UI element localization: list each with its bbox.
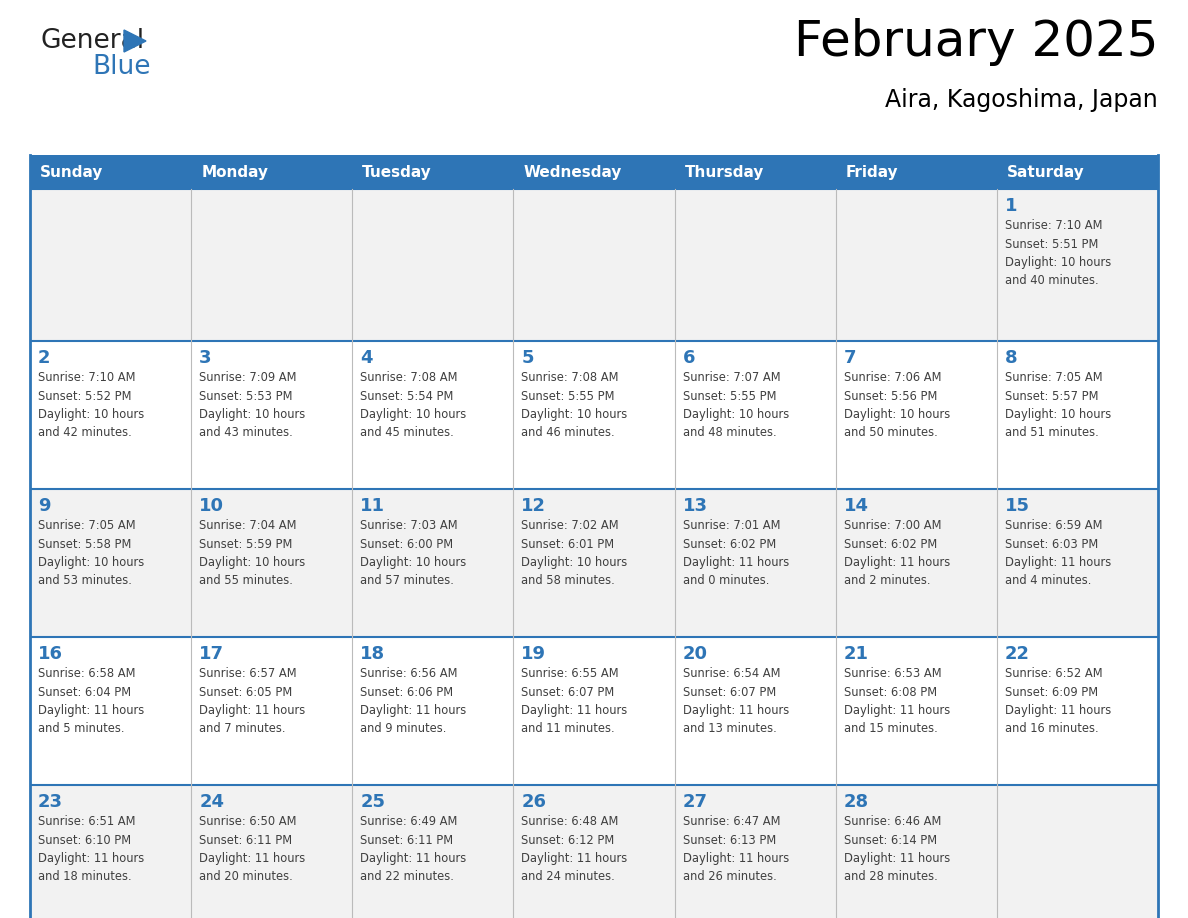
Text: 9: 9 xyxy=(38,497,51,515)
Text: Sunrise: 7:02 AM
Sunset: 6:01 PM
Daylight: 10 hours
and 58 minutes.: Sunrise: 7:02 AM Sunset: 6:01 PM Dayligh… xyxy=(522,519,627,588)
Text: 26: 26 xyxy=(522,793,546,811)
Text: Saturday: Saturday xyxy=(1007,164,1085,180)
Text: Sunrise: 6:47 AM
Sunset: 6:13 PM
Daylight: 11 hours
and 26 minutes.: Sunrise: 6:47 AM Sunset: 6:13 PM Dayligh… xyxy=(683,815,789,883)
Text: 25: 25 xyxy=(360,793,385,811)
Text: Sunrise: 6:50 AM
Sunset: 6:11 PM
Daylight: 11 hours
and 20 minutes.: Sunrise: 6:50 AM Sunset: 6:11 PM Dayligh… xyxy=(200,815,305,883)
Text: 27: 27 xyxy=(683,793,708,811)
Text: 2: 2 xyxy=(38,349,51,367)
Text: Tuesday: Tuesday xyxy=(362,164,432,180)
Text: Wednesday: Wednesday xyxy=(524,164,621,180)
Text: 15: 15 xyxy=(1005,497,1030,515)
Text: 8: 8 xyxy=(1005,349,1017,367)
Text: Sunrise: 7:05 AM
Sunset: 5:58 PM
Daylight: 10 hours
and 53 minutes.: Sunrise: 7:05 AM Sunset: 5:58 PM Dayligh… xyxy=(38,519,144,588)
Text: Sunday: Sunday xyxy=(40,164,103,180)
Text: Aira, Kagoshima, Japan: Aira, Kagoshima, Japan xyxy=(885,88,1158,112)
Text: 13: 13 xyxy=(683,497,708,515)
Text: 3: 3 xyxy=(200,349,211,367)
Text: 1: 1 xyxy=(1005,197,1017,215)
Bar xyxy=(30,785,1158,918)
Text: February 2025: February 2025 xyxy=(794,18,1158,66)
Text: Sunrise: 6:53 AM
Sunset: 6:08 PM
Daylight: 11 hours
and 15 minutes.: Sunrise: 6:53 AM Sunset: 6:08 PM Dayligh… xyxy=(843,667,950,735)
Text: 14: 14 xyxy=(843,497,868,515)
Bar xyxy=(30,341,1158,489)
Bar xyxy=(30,489,1158,637)
Text: Sunrise: 6:58 AM
Sunset: 6:04 PM
Daylight: 11 hours
and 5 minutes.: Sunrise: 6:58 AM Sunset: 6:04 PM Dayligh… xyxy=(38,667,144,735)
Text: General: General xyxy=(40,28,144,54)
Text: 18: 18 xyxy=(360,645,385,663)
Text: 12: 12 xyxy=(522,497,546,515)
Text: 23: 23 xyxy=(38,793,63,811)
Text: 5: 5 xyxy=(522,349,533,367)
Text: Sunrise: 6:49 AM
Sunset: 6:11 PM
Daylight: 11 hours
and 22 minutes.: Sunrise: 6:49 AM Sunset: 6:11 PM Dayligh… xyxy=(360,815,467,883)
Text: 20: 20 xyxy=(683,645,708,663)
Polygon shape xyxy=(124,30,146,52)
Bar xyxy=(30,189,1158,341)
Text: 22: 22 xyxy=(1005,645,1030,663)
Text: 28: 28 xyxy=(843,793,868,811)
Text: Sunrise: 7:04 AM
Sunset: 5:59 PM
Daylight: 10 hours
and 55 minutes.: Sunrise: 7:04 AM Sunset: 5:59 PM Dayligh… xyxy=(200,519,305,588)
Text: Sunrise: 6:51 AM
Sunset: 6:10 PM
Daylight: 11 hours
and 18 minutes.: Sunrise: 6:51 AM Sunset: 6:10 PM Dayligh… xyxy=(38,815,144,883)
Text: Sunrise: 6:57 AM
Sunset: 6:05 PM
Daylight: 11 hours
and 7 minutes.: Sunrise: 6:57 AM Sunset: 6:05 PM Dayligh… xyxy=(200,667,305,735)
Text: Sunrise: 6:54 AM
Sunset: 6:07 PM
Daylight: 11 hours
and 13 minutes.: Sunrise: 6:54 AM Sunset: 6:07 PM Dayligh… xyxy=(683,667,789,735)
Text: Sunrise: 7:10 AM
Sunset: 5:52 PM
Daylight: 10 hours
and 42 minutes.: Sunrise: 7:10 AM Sunset: 5:52 PM Dayligh… xyxy=(38,371,144,440)
Text: Sunrise: 6:48 AM
Sunset: 6:12 PM
Daylight: 11 hours
and 24 minutes.: Sunrise: 6:48 AM Sunset: 6:12 PM Dayligh… xyxy=(522,815,627,883)
Text: Friday: Friday xyxy=(846,164,898,180)
Text: Sunrise: 7:00 AM
Sunset: 6:02 PM
Daylight: 11 hours
and 2 minutes.: Sunrise: 7:00 AM Sunset: 6:02 PM Dayligh… xyxy=(843,519,950,588)
Text: Sunrise: 6:59 AM
Sunset: 6:03 PM
Daylight: 11 hours
and 4 minutes.: Sunrise: 6:59 AM Sunset: 6:03 PM Dayligh… xyxy=(1005,519,1111,588)
Text: 21: 21 xyxy=(843,645,868,663)
Text: Blue: Blue xyxy=(91,54,151,80)
Text: Sunrise: 6:55 AM
Sunset: 6:07 PM
Daylight: 11 hours
and 11 minutes.: Sunrise: 6:55 AM Sunset: 6:07 PM Dayligh… xyxy=(522,667,627,735)
Bar xyxy=(30,155,1158,189)
Text: Monday: Monday xyxy=(201,164,268,180)
Text: Thursday: Thursday xyxy=(684,164,764,180)
Text: 10: 10 xyxy=(200,497,225,515)
Text: Sunrise: 7:08 AM
Sunset: 5:55 PM
Daylight: 10 hours
and 46 minutes.: Sunrise: 7:08 AM Sunset: 5:55 PM Dayligh… xyxy=(522,371,627,440)
Text: Sunrise: 7:05 AM
Sunset: 5:57 PM
Daylight: 10 hours
and 51 minutes.: Sunrise: 7:05 AM Sunset: 5:57 PM Dayligh… xyxy=(1005,371,1111,440)
Text: 17: 17 xyxy=(200,645,225,663)
Text: 4: 4 xyxy=(360,349,373,367)
Text: 11: 11 xyxy=(360,497,385,515)
Text: 7: 7 xyxy=(843,349,857,367)
Text: Sunrise: 7:03 AM
Sunset: 6:00 PM
Daylight: 10 hours
and 57 minutes.: Sunrise: 7:03 AM Sunset: 6:00 PM Dayligh… xyxy=(360,519,467,588)
Bar xyxy=(30,637,1158,785)
Text: Sunrise: 7:08 AM
Sunset: 5:54 PM
Daylight: 10 hours
and 45 minutes.: Sunrise: 7:08 AM Sunset: 5:54 PM Dayligh… xyxy=(360,371,467,440)
Text: 16: 16 xyxy=(38,645,63,663)
Text: 6: 6 xyxy=(683,349,695,367)
Text: Sunrise: 6:46 AM
Sunset: 6:14 PM
Daylight: 11 hours
and 28 minutes.: Sunrise: 6:46 AM Sunset: 6:14 PM Dayligh… xyxy=(843,815,950,883)
Text: Sunrise: 7:01 AM
Sunset: 6:02 PM
Daylight: 11 hours
and 0 minutes.: Sunrise: 7:01 AM Sunset: 6:02 PM Dayligh… xyxy=(683,519,789,588)
Text: Sunrise: 7:07 AM
Sunset: 5:55 PM
Daylight: 10 hours
and 48 minutes.: Sunrise: 7:07 AM Sunset: 5:55 PM Dayligh… xyxy=(683,371,789,440)
Text: 24: 24 xyxy=(200,793,225,811)
Text: Sunrise: 7:09 AM
Sunset: 5:53 PM
Daylight: 10 hours
and 43 minutes.: Sunrise: 7:09 AM Sunset: 5:53 PM Dayligh… xyxy=(200,371,305,440)
Text: Sunrise: 6:52 AM
Sunset: 6:09 PM
Daylight: 11 hours
and 16 minutes.: Sunrise: 6:52 AM Sunset: 6:09 PM Dayligh… xyxy=(1005,667,1111,735)
Text: 19: 19 xyxy=(522,645,546,663)
Text: Sunrise: 6:56 AM
Sunset: 6:06 PM
Daylight: 11 hours
and 9 minutes.: Sunrise: 6:56 AM Sunset: 6:06 PM Dayligh… xyxy=(360,667,467,735)
Text: Sunrise: 7:10 AM
Sunset: 5:51 PM
Daylight: 10 hours
and 40 minutes.: Sunrise: 7:10 AM Sunset: 5:51 PM Dayligh… xyxy=(1005,219,1111,287)
Text: Sunrise: 7:06 AM
Sunset: 5:56 PM
Daylight: 10 hours
and 50 minutes.: Sunrise: 7:06 AM Sunset: 5:56 PM Dayligh… xyxy=(843,371,950,440)
